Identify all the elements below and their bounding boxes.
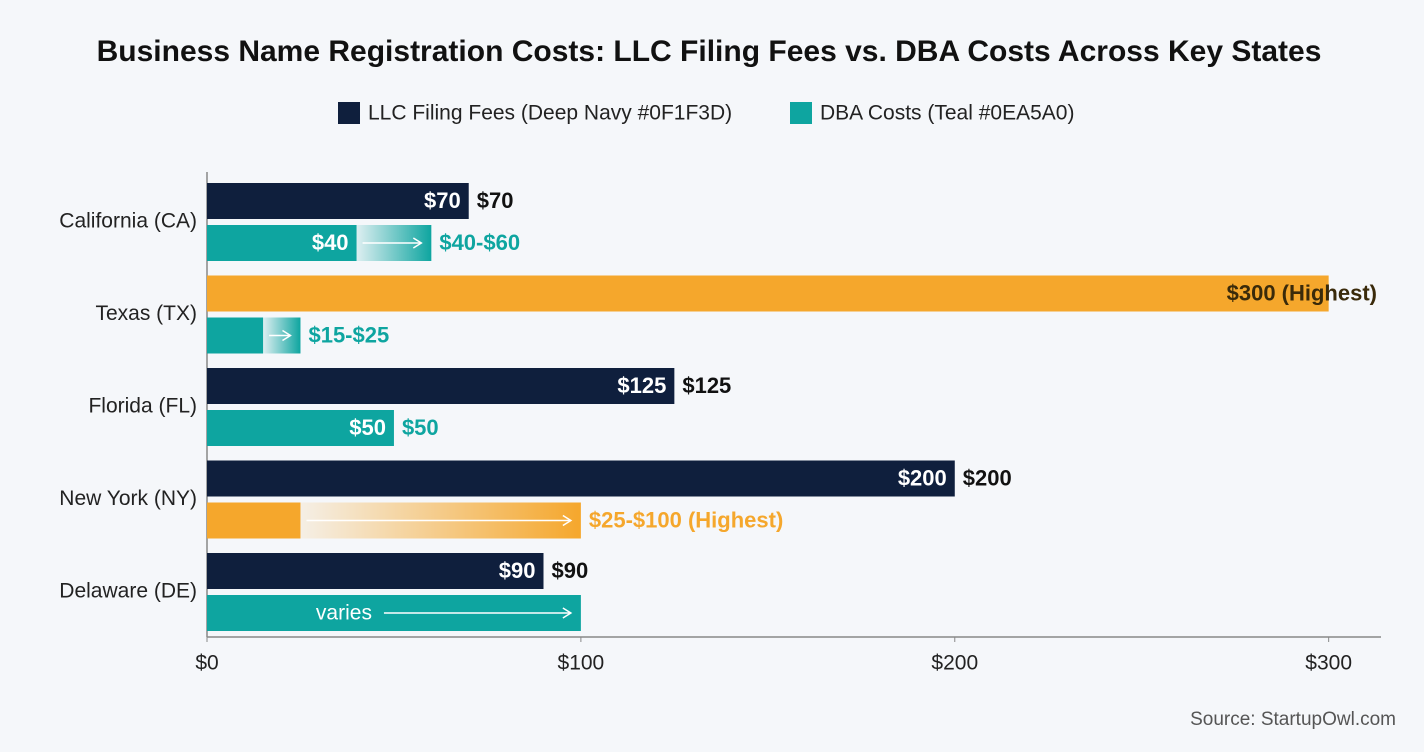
inner-label: $125	[617, 373, 666, 398]
legend-swatch	[338, 102, 360, 124]
value-label: $300 (Highest)	[1227, 280, 1377, 305]
x-tick-label: $100	[558, 652, 605, 675]
chart-title: Business Name Registration Costs: LLC Fi…	[97, 35, 1322, 68]
bar-solid	[207, 502, 301, 539]
x-tick-label: $200	[931, 652, 978, 675]
arrow-head	[412, 237, 423, 249]
legend-swatch	[790, 102, 812, 124]
inner-label: $200	[898, 465, 947, 490]
x-tick-label: $300	[1305, 652, 1352, 675]
value-label: $125	[682, 373, 731, 398]
y-tick-label: Delaware (DE)	[59, 580, 197, 603]
range-bar	[207, 410, 394, 446]
inner-label: $90	[499, 558, 536, 583]
bar	[207, 183, 469, 219]
bar	[207, 275, 1329, 312]
arrow-head	[562, 514, 573, 527]
value-label: $25-$100 (Highest)	[589, 507, 783, 532]
x-tick-label: $0	[195, 652, 218, 675]
value-label: $70	[477, 188, 514, 213]
y-tick-label: New York (NY)	[59, 487, 197, 510]
arrow-head	[562, 607, 573, 619]
y-tick-label: California (CA)	[59, 210, 197, 233]
legend-label: LLC Filing Fees (Deep Navy #0F1F3D)	[368, 102, 732, 125]
bar	[207, 553, 544, 589]
legend: LLC Filing Fees (Deep Navy #0F1F3D) DBA C…	[338, 102, 1074, 125]
y-tick-label: Florida (FL)	[88, 395, 197, 418]
value-label: $200	[963, 465, 1012, 490]
bar-solid	[207, 317, 264, 354]
value-label: $50	[402, 415, 439, 440]
value-label: $15-$25	[308, 322, 389, 347]
value-label: $90	[551, 558, 588, 583]
bar-solid	[207, 225, 357, 261]
inner-label: $40	[312, 230, 349, 255]
source: Source: StartupOwl.com	[1190, 709, 1396, 730]
value-label: $40-$60	[439, 230, 520, 255]
legend-label: DBA Costs (Teal #0EA5A0)	[820, 102, 1074, 125]
inner-label: $70	[424, 188, 461, 213]
bar-solid	[207, 410, 394, 446]
y-tick-label: Texas (TX)	[95, 302, 197, 325]
inner-label: $50	[349, 415, 386, 440]
bar	[207, 368, 675, 404]
inner-label: varies	[316, 602, 372, 625]
arrow-head	[282, 329, 292, 342]
bar	[207, 460, 955, 497]
